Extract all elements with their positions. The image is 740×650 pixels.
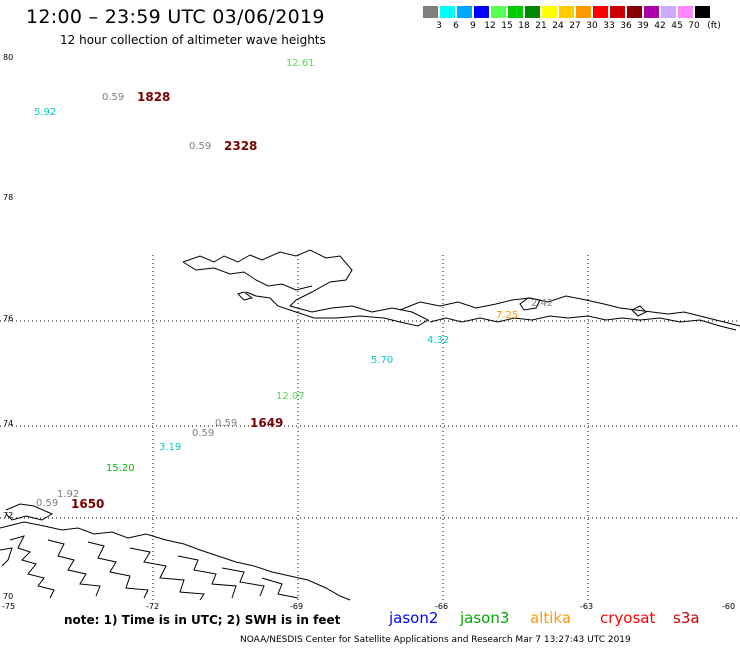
legend-tick-label: 33 <box>603 21 615 31</box>
legend-swatch <box>422 5 439 19</box>
legend-swatch <box>524 5 541 19</box>
coastline-baffin-island <box>182 249 740 331</box>
page-title: 12:00 – 23:59 UTC 03/06/2019 <box>26 6 325 28</box>
swh-reading: 0.59 <box>189 141 212 152</box>
legend-swatch <box>456 5 473 19</box>
legend-tick-label: 9 <box>470 21 476 31</box>
note-text: note: 1) Time is in UTC; 2) SWH is in fe… <box>64 613 341 627</box>
legend-swatch <box>694 5 711 19</box>
swh-reading: 2.42 <box>531 298 554 309</box>
satellite-legend-item: jason2 <box>389 609 439 627</box>
pass-time-label: 1828 <box>137 90 171 104</box>
satellite-legend-item: altika <box>530 609 572 627</box>
legend-swatch <box>609 5 626 19</box>
lat-label: 78 <box>3 193 14 202</box>
page-subtitle: 12 hour collection of altimeter wave hei… <box>60 33 326 47</box>
lon-label: -63 <box>580 602 594 611</box>
legend-swatch <box>507 5 524 19</box>
lon-label: -69 <box>290 602 304 611</box>
credit-line: NOAA/NESDIS Center for Satellite Applica… <box>240 635 631 645</box>
legend-swatch <box>439 5 456 19</box>
pass-time-label: 1649 <box>250 416 284 430</box>
legend-swatch <box>558 5 575 19</box>
lat-label: 76 <box>3 314 14 323</box>
legend-tick-label: 30 <box>586 21 598 31</box>
pass-time-label: 1650 <box>71 497 105 511</box>
swh-reading: 15.20 <box>106 463 135 474</box>
legend-tick-label: 27 <box>569 21 581 31</box>
legend-swatch <box>592 5 609 19</box>
legend-swatch <box>490 5 507 19</box>
lat-label: 80 <box>3 53 14 62</box>
color-legend-bar <box>422 5 711 19</box>
legend-tick-label: 21 <box>535 21 547 31</box>
swh-reading: 12.61 <box>286 58 315 69</box>
pass-time-label: 2328 <box>224 139 258 153</box>
lat-label: 74 <box>3 419 14 428</box>
swh-reading: 1.92 <box>57 489 80 500</box>
legend-swatch <box>660 5 677 19</box>
lon-label: -72 <box>146 602 160 611</box>
swh-reading: 0.59 <box>36 498 59 509</box>
swh-reading: 0.59 <box>102 92 125 103</box>
coastline-greenland <box>0 503 351 601</box>
legend-tick-label: 15 <box>501 21 513 31</box>
legend-tick-label: 24 <box>552 21 564 31</box>
legend-unit: (ft) <box>707 21 721 31</box>
swh-reading: 5.70 <box>371 355 394 366</box>
lon-label: -60 <box>722 602 736 611</box>
satellite-legend-item: cryosat <box>600 609 656 627</box>
swh-reading: 4.32 <box>427 335 450 346</box>
legend-tick-label: 6 <box>453 21 459 31</box>
legend-swatch <box>541 5 558 19</box>
lon-label: -66 <box>435 602 449 611</box>
swh-reading: 0.59 <box>192 428 215 439</box>
legend-tick-label: 42 <box>654 21 666 31</box>
swh-reading: 5.92 <box>34 107 57 118</box>
legend-swatch <box>626 5 643 19</box>
swh-reading: 12.07 <box>276 391 305 402</box>
legend-tick-label: 18 <box>518 21 530 31</box>
legend-tick-label: 70 <box>688 21 700 31</box>
legend-tick-label: 45 <box>671 21 683 31</box>
lon-label: -75 <box>2 602 16 611</box>
legend-tick-label: 3 <box>436 21 442 31</box>
lat-label: 72 <box>3 511 14 520</box>
legend-swatch <box>473 5 490 19</box>
lat-label: 70 <box>3 592 14 601</box>
swh-reading: 3.19 <box>159 442 182 453</box>
legend-tick-label: 12 <box>484 21 496 31</box>
legend-tick-label: 36 <box>620 21 632 31</box>
satellite-legend-item: jason3 <box>460 609 510 627</box>
satellite-legend-item: s3a <box>673 609 700 627</box>
graticule <box>0 255 740 600</box>
legend-tick-label: 39 <box>637 21 649 31</box>
color-legend-ticks: 3 6 9 12 15 18 21 24 27 30 33 36 39 42 45 70 (ft) <box>422 21 740 33</box>
swh-reading: 7.25 <box>496 310 519 321</box>
legend-swatch <box>677 5 694 19</box>
swh-reading: 0.59 <box>215 418 238 429</box>
legend-swatch <box>643 5 660 19</box>
legend-swatch <box>575 5 592 19</box>
